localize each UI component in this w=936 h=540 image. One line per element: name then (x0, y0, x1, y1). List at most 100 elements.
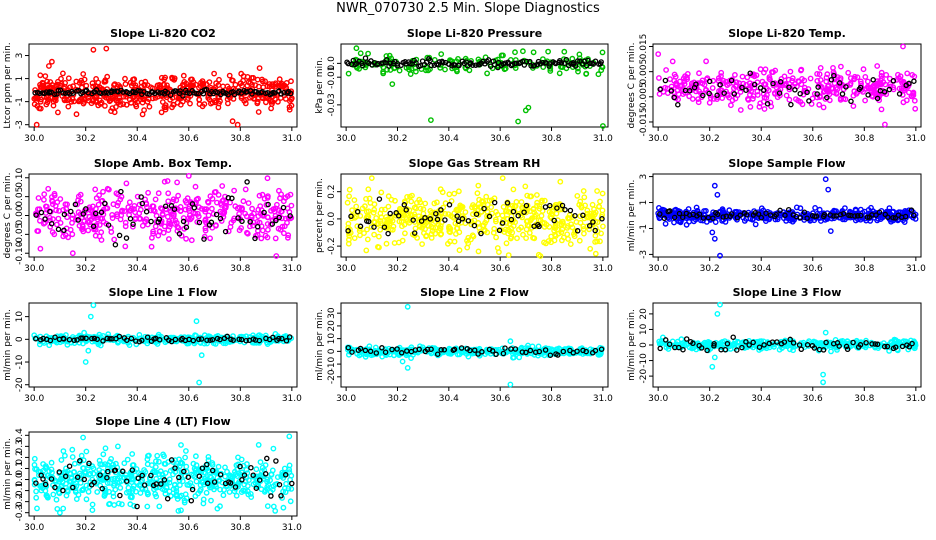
data-point (882, 81, 889, 88)
data-point (820, 104, 827, 111)
reference-point (676, 344, 682, 351)
data-point (674, 338, 681, 345)
reference-point (33, 212, 39, 218)
outlier-point (193, 318, 200, 325)
data-point (101, 93, 107, 100)
data-point (37, 72, 44, 79)
data-point (581, 230, 587, 237)
y-tick-label: -0.01 (327, 66, 337, 89)
data-point (498, 227, 505, 234)
data-point (181, 499, 188, 506)
data-point (165, 227, 172, 234)
data-point (720, 77, 727, 84)
data-point (498, 52, 505, 59)
reference-point (92, 210, 99, 217)
data-point (85, 227, 92, 234)
data-point (669, 58, 676, 65)
data-point (344, 199, 351, 206)
data-point (912, 105, 919, 112)
data-point (786, 86, 793, 93)
reference-point (523, 58, 530, 65)
data-point (269, 81, 276, 88)
reference-point (171, 206, 178, 212)
outlier-point (234, 121, 241, 128)
reference-point (98, 209, 105, 216)
reference-point (203, 86, 210, 93)
data-point (275, 187, 282, 194)
data-point (733, 79, 740, 86)
y-tick-label: 0.0 (327, 211, 337, 226)
data-point (178, 507, 184, 514)
x-tick-label: 31.0 (906, 264, 926, 274)
data-point (444, 240, 451, 247)
reference-point (892, 215, 899, 221)
data-point (238, 456, 245, 463)
reference-point (777, 79, 784, 85)
data-point (671, 219, 677, 226)
data-point (143, 216, 150, 223)
outlier-point (103, 45, 110, 52)
reference-point (542, 347, 549, 353)
data-point (132, 215, 139, 222)
data-point (523, 235, 529, 242)
data-point (385, 203, 392, 210)
data-point (351, 235, 358, 242)
reference-point (168, 203, 175, 209)
reference-point (537, 61, 543, 67)
chart-title: Slope Line 2 Flow (420, 286, 529, 299)
data-point (205, 457, 212, 463)
data-point (240, 73, 247, 80)
data-point (224, 468, 230, 475)
data-point (567, 241, 574, 248)
reference-point (362, 347, 369, 354)
x-tick-label: 30.0 (24, 523, 44, 533)
data-point (286, 466, 293, 473)
data-point (43, 203, 50, 210)
data-point (520, 231, 526, 238)
reference-point (43, 89, 50, 95)
data-point (247, 490, 254, 497)
data-point (145, 189, 152, 196)
data-point (556, 346, 563, 352)
data-point (753, 339, 759, 346)
reference-point (527, 347, 534, 354)
reference-point (857, 342, 864, 348)
data-point (376, 244, 382, 251)
data-point (93, 195, 100, 202)
data-point (229, 77, 235, 84)
data-point (234, 473, 241, 479)
data-point (370, 209, 377, 216)
data-point (762, 66, 769, 73)
data-point (878, 69, 885, 76)
data-point (839, 216, 846, 223)
reference-point (906, 344, 913, 350)
y-tick-label: 0.1 (15, 461, 25, 475)
reference-point (679, 214, 686, 220)
data-point (129, 223, 136, 230)
data-point (556, 70, 563, 77)
reference-point (542, 204, 549, 210)
data-point (186, 482, 193, 488)
data-point (286, 104, 293, 111)
data-point (72, 216, 79, 223)
data-point (807, 217, 814, 224)
reference-point (367, 348, 374, 355)
data-point (900, 99, 907, 106)
data-point (180, 72, 187, 79)
data-point (110, 461, 117, 468)
data-point (179, 478, 186, 485)
reference-point (410, 217, 416, 223)
reference-point (371, 224, 377, 230)
reference-point (433, 210, 439, 217)
data-point (200, 500, 207, 507)
data-point (814, 94, 821, 101)
reference-point (722, 346, 729, 353)
chart-panel-3: Slope Li-820 Temp.degrees C per min.30.0… (627, 27, 926, 144)
data-point (262, 462, 269, 468)
data-point (869, 83, 876, 90)
reference-point (854, 213, 861, 219)
reference-point (572, 212, 578, 219)
plot-frame (340, 43, 609, 128)
data-point (166, 220, 173, 227)
reference-point (728, 77, 735, 84)
